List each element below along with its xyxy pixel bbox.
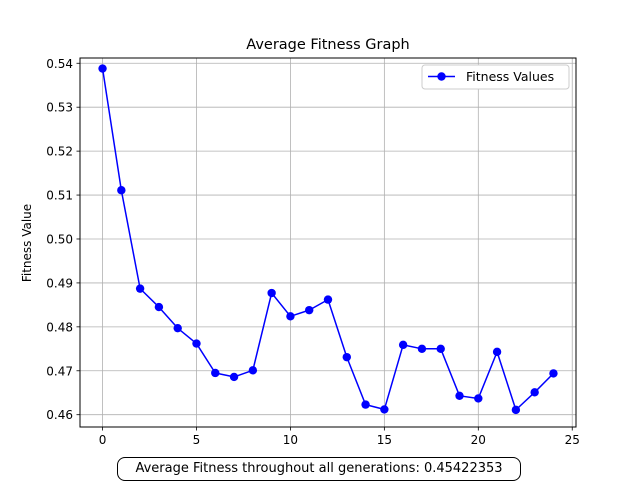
x-tick-label: 15 [377,433,392,447]
data-point [323,295,333,304]
data-point [173,323,182,333]
average-fitness-summary: Average Fitness throughout all generatio… [117,457,521,481]
axis-ticks: 0 5 10 15 20 25 0.46 0.47 0.48 0.49 0.50 0.51 0.52 0.… [46,57,580,447]
average-fitness-text: Average Fitness throughout all generatio… [135,461,503,476]
y-tick-label: 0.51 [46,189,73,203]
x-tick-label: 0 [99,433,107,447]
data-point [211,368,220,378]
data-point [305,305,314,315]
data-point [455,391,464,401]
data-point [398,340,408,350]
grid-lines [80,58,576,427]
legend: Fitness Values [421,64,570,90]
data-point [549,369,558,378]
data-point [286,312,295,321]
data-point [117,186,126,195]
data-point [135,284,145,293]
y-axis-label: Fitness Value [20,204,34,282]
x-tick-label: 10 [283,433,298,447]
data-point [436,344,445,354]
data-point [229,372,239,382]
y-tick-label: 0.49 [46,276,73,290]
x-tick-label: 20 [471,433,486,447]
legend-box [421,64,570,90]
y-tick-label: 0.50 [46,232,73,246]
y-tick-label: 0.46 [46,408,73,422]
data-point [511,405,521,415]
data-point [98,64,107,73]
y-tick-label: 0.54 [46,57,73,71]
data-point [248,366,258,375]
data-point [530,388,539,397]
data-point [492,347,502,357]
series-layer [98,64,558,415]
chart-title: Average Fitness Graph [246,37,409,53]
data-point [342,352,351,362]
y-tick-label: 0.52 [46,145,73,159]
data-point [361,400,370,409]
legend-marker-sample [437,72,446,81]
data-point [380,405,389,414]
legend-label: Fitness Values [466,69,554,84]
y-tick-label: 0.53 [46,101,73,115]
data-point [192,339,201,348]
data-point [267,288,276,298]
plot-frame [79,57,577,428]
data-point [154,302,164,312]
x-tick-label: 5 [193,433,201,447]
data-point [474,394,483,403]
data-point [417,344,427,354]
x-tick-label: 25 [565,433,580,447]
y-tick-label: 0.48 [46,320,73,334]
y-tick-label: 0.47 [46,364,73,378]
